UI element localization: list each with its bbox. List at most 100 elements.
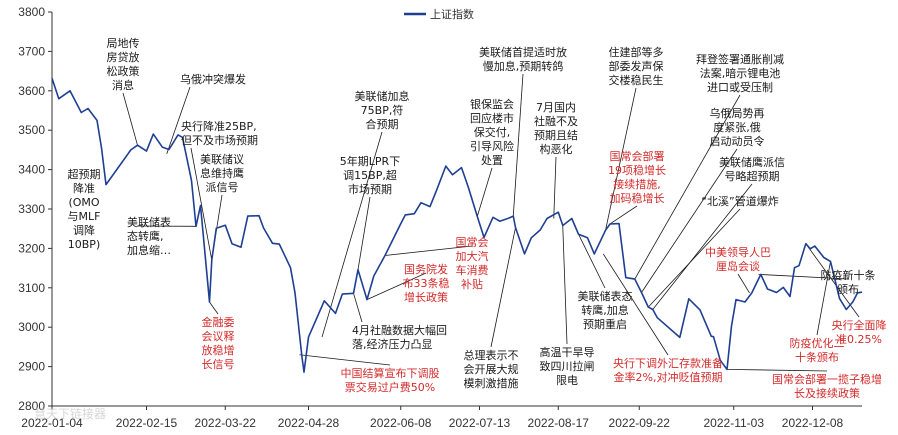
annotation-leader [357, 196, 371, 270]
annotation-line: 限电 [556, 374, 578, 387]
annotation-leader [490, 227, 516, 348]
annotation-leaders [122, 73, 860, 372]
annotation-line: 社融不及 [534, 114, 578, 128]
annotation-line: 房贷放 [107, 50, 140, 64]
annotation-leader [476, 167, 493, 217]
y-tick-label: 3100 [18, 281, 45, 295]
y-tick-label: 3200 [18, 241, 45, 255]
watermark-text: 慧天下链接器 [34, 406, 106, 421]
annotation-line: 住建部等多 [609, 45, 664, 59]
annotation-line: 19项稳增长 [608, 163, 666, 177]
annotation-leader [366, 272, 427, 300]
annotation-line: 7月国内 [536, 100, 576, 114]
annotation-line: 国常会部署一揽子稳增 [772, 372, 882, 386]
annotation-leader [816, 261, 831, 336]
annotation-line: 落,经济压力凸显 [352, 337, 433, 351]
annotation-line: 长及接续政策 [794, 386, 860, 400]
annotation-line: 美联储首提适时放 [479, 45, 567, 59]
annotation-line: 乌俄局势再 [710, 106, 765, 120]
annotation-line: 消息 [112, 78, 134, 92]
y-tick-label: 3600 [18, 84, 45, 98]
annotation-leader [578, 234, 606, 289]
annotation-line: 国常会部署 [610, 149, 665, 163]
annotation-line: 加码稳增长 [610, 191, 665, 205]
annotation-line: 接续措施, [613, 177, 661, 191]
annotation-line: 回应楼市 [470, 111, 514, 125]
series-layer [51, 77, 863, 373]
annotation-line: 态转鹰, [127, 229, 164, 243]
y-tick-label: 2900 [18, 360, 45, 374]
annotation: “北溪”管道爆炸 [701, 194, 778, 208]
annotation-line: 超预期 [68, 167, 101, 181]
annotation-line: 局地传 [107, 37, 140, 50]
annotation-line: 会议释 [202, 330, 235, 343]
annotation: 乌俄冲突爆发 [180, 72, 246, 86]
x-tick-label: 2022-08-17 [528, 416, 590, 430]
annotation-leader [609, 205, 638, 225]
annotation-leader [647, 208, 741, 308]
annotation-line: 市场预期 [348, 182, 392, 196]
annotation-line: 美联储加息 [355, 89, 410, 103]
annotation-leader [726, 368, 828, 372]
annotation-line: 调降 [73, 223, 95, 237]
annotation-line: 处置 [481, 154, 503, 167]
annotation-line: 防疫优化二 [790, 336, 845, 350]
annotation-line: 法案,暗示锂电池 [700, 66, 781, 80]
annotation-line: 国务院发 [404, 262, 448, 276]
annotation-leader [634, 94, 741, 280]
annotation-line: 拜登签署通胀削减 [696, 52, 784, 66]
annotation-leader [353, 293, 363, 323]
annotation-line: 部委发声保 [609, 59, 664, 73]
annotation-line: 会开展大规 [464, 362, 519, 376]
x-tick-label: 2022-03-22 [195, 416, 257, 430]
annotation-leader [602, 253, 669, 356]
annotation-line: 中美领导人巴 [705, 246, 771, 259]
annotation-line: 致四川拉闸 [540, 359, 595, 373]
annotation-line: 乌俄冲突爆发 [180, 72, 246, 86]
annotation-leader [512, 73, 524, 217]
annotation-line: 降准 [73, 181, 95, 195]
annotation-leader [299, 354, 391, 366]
annotation: 央行降准25BP,但不及市场预期 [181, 119, 258, 147]
y-tick-label: 3400 [18, 163, 45, 177]
annotation-line: 银保监会 [470, 97, 514, 111]
legend-label-shanghai-composite: 上证指数 [430, 7, 474, 21]
annotation-line: 交楼稳民生 [609, 73, 664, 87]
annotation-line: 松政策 [107, 64, 140, 78]
annotation-line: 75BP,符 [361, 104, 404, 117]
annotation-line: 车消费 [456, 263, 489, 277]
annotation-line: 引导风险 [470, 139, 514, 153]
annotation-leader [652, 183, 753, 310]
x-tick-label: 2022-06-08 [370, 416, 432, 430]
annotation-leader [321, 131, 383, 338]
annotation-line: 慢加息,预期转鸽 [483, 59, 564, 73]
annotation-line: 4月社融数据大幅回 [352, 323, 447, 337]
annotation-line: 息维持鹰 [200, 166, 244, 180]
annotation-line: 准0.25% [836, 333, 882, 346]
annotation-leader [553, 156, 557, 219]
annotation-line: 保交付, [474, 125, 511, 139]
x-tick-label: 2022-01-04 [21, 416, 83, 430]
y-tick-label: 2800 [18, 399, 45, 413]
y-tick-label: 3500 [18, 123, 45, 137]
annotation-line: 央行下调外汇存款准备 [613, 356, 723, 370]
